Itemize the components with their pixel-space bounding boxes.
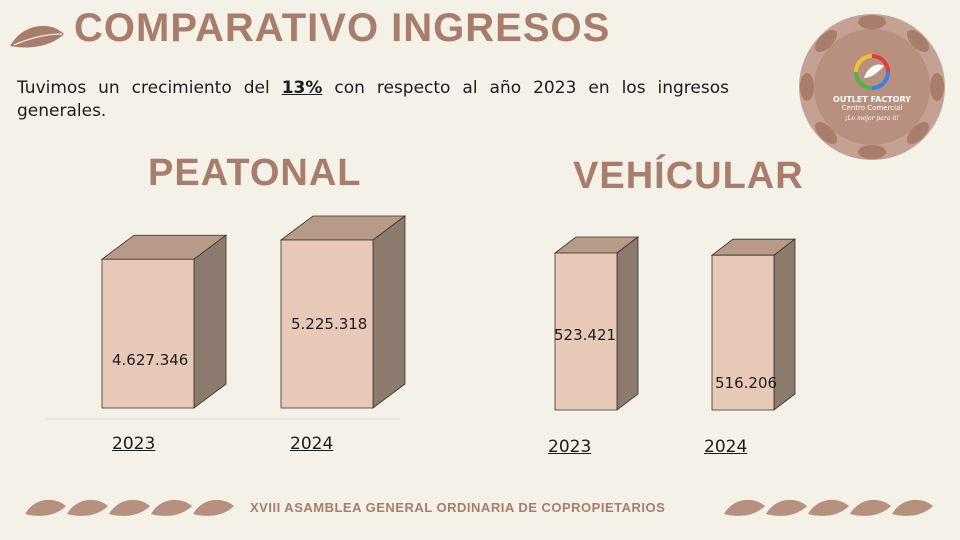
bar-vehicular-2023 [553, 236, 640, 411]
chart-title-vehicular: VEHÍCULAR [573, 155, 804, 197]
bar-vehicular-2024 [710, 238, 797, 411]
bar-label-vehicular-2023: 523.421 [554, 326, 617, 344]
bar-label-vehicular-2024: 516.206 [715, 374, 778, 392]
growth-percentage: 13% [281, 78, 323, 98]
bar-label-peatonal-2023: 4.627.346 [112, 351, 189, 369]
bar-front-vehicular-2024 [711, 254, 775, 411]
bar-side-vehicular-2023 [616, 236, 639, 411]
chart-title-peatonal: PEATONAL [148, 152, 362, 194]
x-label-vehicular-2023: 2023 [548, 437, 592, 457]
bar-front-vehicular-2023 [554, 252, 618, 411]
subtitle-after: con respecto al año 2023 en los ingresos… [17, 78, 730, 121]
bar-label-peatonal-2024: 5.225.318 [291, 315, 368, 333]
footer-leaves-left [25, 499, 234, 516]
bar-front-peatonal-2023 [101, 258, 195, 409]
logo [799, 14, 945, 160]
page-title: COMPARATIVO INGRESOS [74, 6, 611, 50]
logo-subname: Centro Comercial [841, 104, 903, 112]
bar-side-vehicular-2024 [773, 238, 796, 411]
subtitle-before: Tuvimos un crecimiento del [17, 78, 282, 98]
footer-text: XVIII ASAMBLEA GENERAL ORDINARIA DE COPR… [250, 500, 666, 515]
logo-tagline: ¡Lo mejor para ti! [845, 115, 899, 122]
footer-leaves-right [724, 499, 933, 516]
x-label-peatonal-2024: 2024 [290, 434, 334, 454]
x-label-vehicular-2024: 2024 [704, 437, 748, 457]
logo-mark-icon [854, 54, 890, 90]
bar-peatonal-2023 [100, 234, 228, 409]
logo-name: OUTLET FACTORY [833, 95, 911, 104]
x-label-peatonal-2023: 2023 [112, 434, 156, 454]
bar-front-peatonal-2024 [280, 239, 374, 409]
bar-peatonal-2024 [279, 215, 407, 409]
leaf-icon [10, 25, 64, 48]
page-subtitle: Tuvimos un crecimiento del 13% con respe… [17, 77, 729, 123]
